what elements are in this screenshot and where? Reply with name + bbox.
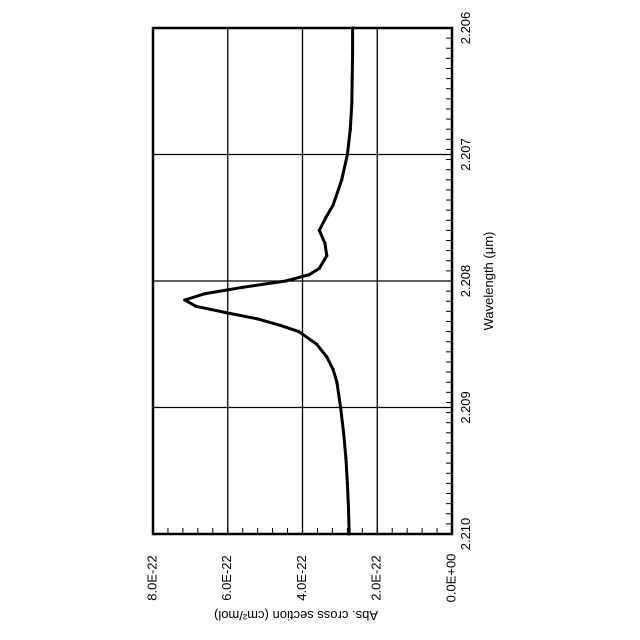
data-point	[323, 241, 326, 244]
y-tick-label: 2.0E-22	[369, 555, 384, 601]
y-tick-label: 0.0E+00	[443, 554, 458, 603]
x-tick-label: 2.207	[458, 138, 473, 171]
data-point	[318, 229, 321, 232]
grid-lines	[153, 28, 452, 534]
data-point	[297, 330, 300, 333]
data-point	[204, 292, 207, 295]
data-point	[318, 267, 321, 270]
y-axis-label: Abs. cross section (cm²/mol)	[214, 608, 378, 623]
x-tick-label: 2.209	[458, 391, 473, 424]
data-point	[340, 178, 343, 181]
x-axis-label: Wavelength (μm)	[481, 232, 496, 331]
data-point	[325, 254, 328, 257]
y-tick-label: 6.0E-22	[219, 555, 234, 601]
y-tick-label: 8.0E-22	[144, 555, 159, 601]
data-point	[308, 273, 311, 276]
data-point	[278, 324, 281, 327]
data-point	[351, 52, 354, 55]
data-point	[342, 431, 345, 434]
data-point	[350, 102, 353, 105]
x-tick-label: 2.208	[458, 265, 473, 298]
data-point	[194, 305, 197, 308]
data-point	[325, 355, 328, 358]
tick-marks	[168, 38, 452, 534]
data-point	[346, 482, 349, 485]
data-point	[335, 381, 338, 384]
data-point	[315, 343, 318, 346]
y-tick-label: 4.0E-22	[294, 555, 309, 601]
data-point	[324, 216, 327, 219]
x-tick-label: 2.210	[458, 518, 473, 551]
data-point	[346, 153, 349, 156]
data-point	[347, 507, 350, 510]
tick-labels: 2.206 2.207 2.208 2.209 2.2100.0E+00 2.0E-22 4…	[144, 12, 473, 603]
data-point	[332, 204, 335, 207]
data-point	[241, 286, 244, 289]
data-point	[349, 128, 352, 131]
x-tick-label: 2.206	[458, 12, 473, 45]
data-point	[351, 77, 354, 80]
data-point	[344, 457, 347, 460]
data-point	[183, 298, 186, 301]
data-point	[339, 406, 342, 409]
data-point	[284, 279, 287, 282]
data-point	[256, 317, 259, 320]
data-point	[332, 368, 335, 371]
data-point	[224, 311, 227, 314]
